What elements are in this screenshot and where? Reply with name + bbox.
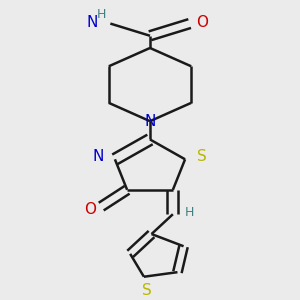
Text: S: S: [197, 149, 207, 164]
Text: N: N: [87, 14, 98, 29]
Text: N: N: [92, 149, 104, 164]
Text: N: N: [144, 114, 156, 129]
Text: H: H: [97, 8, 106, 21]
Text: H: H: [185, 206, 194, 219]
Text: S: S: [142, 283, 152, 298]
Text: O: O: [85, 202, 97, 217]
Text: O: O: [196, 14, 208, 29]
